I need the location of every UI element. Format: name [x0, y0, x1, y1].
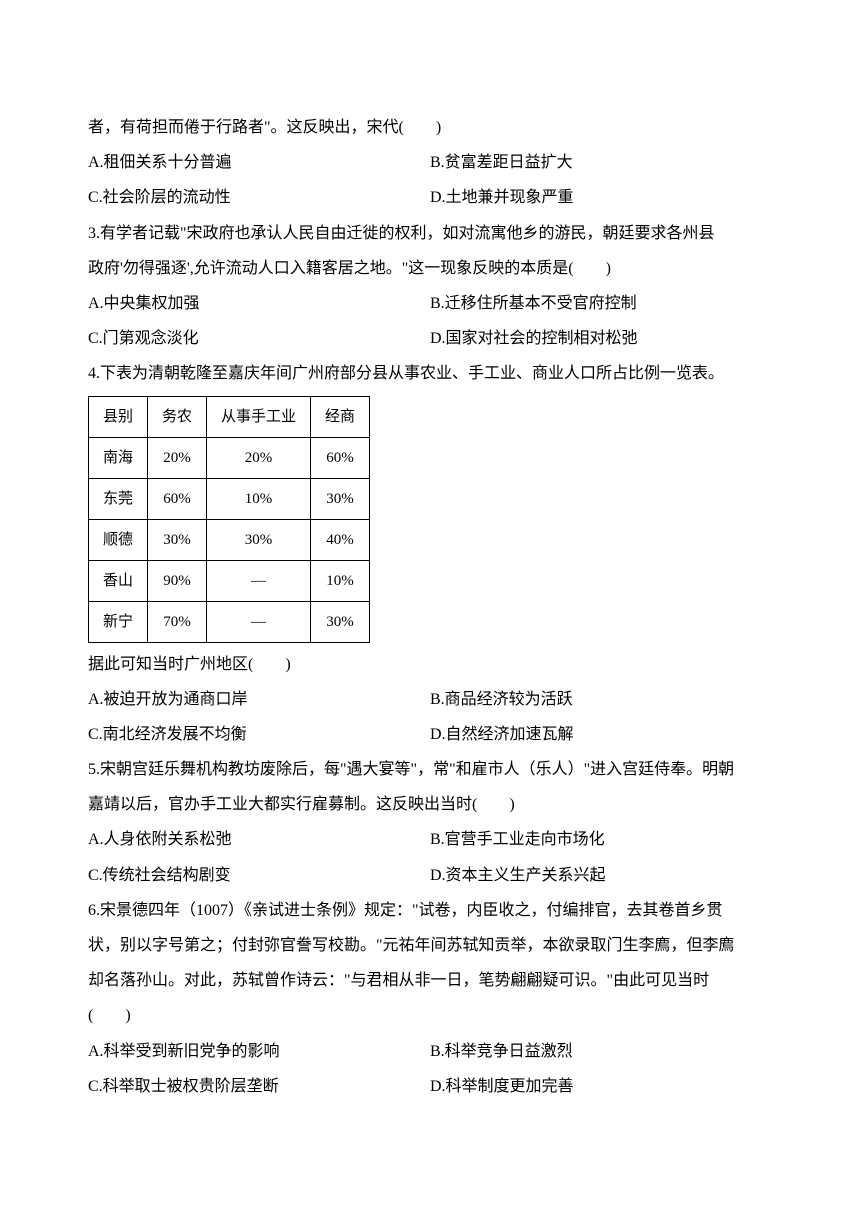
q5-option-d: D.资本主义生产关系兴起 [430, 858, 772, 893]
q5-options-cd: C.传统社会结构剧变 D.资本主义生产关系兴起 [88, 858, 772, 893]
table-cell: 顺德 [89, 519, 148, 560]
q4-after: 据此可知当时广州地区( ) [88, 647, 772, 682]
q3-option-c: C.门第观念淡化 [88, 321, 430, 356]
q3-options-cd: C.门第观念淡化 D.国家对社会的控制相对松弛 [88, 321, 772, 356]
table-cell: 10% [207, 478, 311, 519]
table-header: 从事手工业 [207, 396, 311, 437]
table-header-row: 县别 务农 从事手工业 经商 [89, 396, 370, 437]
q4-option-b: B.商品经济较为活跃 [430, 682, 772, 717]
q3-option-b: B.迁移住所基本不受官府控制 [430, 286, 772, 321]
q5-line2: 嘉靖以后，官办手工业大都实行雇募制。这反映出当时( ) [88, 787, 772, 822]
q4-intro: 4.下表为清朝乾隆至嘉庆年间广州府部分县从事农业、手工业、商业人口所占比例一览表… [88, 356, 772, 391]
table-cell: 90% [148, 560, 207, 601]
table-cell: 30% [148, 519, 207, 560]
q6-options-cd: C.科举取士被权贵阶层垄断 D.科举制度更加完善 [88, 1069, 772, 1104]
table-cell: 新宁 [89, 601, 148, 642]
q6-line1: 6.宋景德四年（1007）《亲试进士条例》规定："试卷，内臣收之，付编排官，去其… [88, 893, 772, 928]
table-cell: 10% [311, 560, 370, 601]
table-row: 香山 90% — 10% [89, 560, 370, 601]
q5-line1: 5.宋朝宫廷乐舞机构教坊废除后，每"遇大宴等"，常"和雇市人（乐人）"进入宫廷侍… [88, 752, 772, 787]
q5-option-b: B.官营手工业走向市场化 [430, 822, 772, 857]
q6-option-c: C.科举取士被权贵阶层垄断 [88, 1069, 430, 1104]
q2-tail: 者，有荷担而倦于行路者"。这反映出，宋代( ) [88, 110, 772, 145]
table-cell: 南海 [89, 437, 148, 478]
table-header: 县别 [89, 396, 148, 437]
q6-options-ab: A.科举受到新旧党争的影响 B.科举竞争日益激烈 [88, 1034, 772, 1069]
table-cell: 40% [311, 519, 370, 560]
q3-line1: 3.有学者记载"宋政府也承认人民自由迁徙的权利，如对流寓他乡的游民，朝廷要求各州… [88, 216, 772, 251]
table-cell: 30% [207, 519, 311, 560]
table-cell: 70% [148, 601, 207, 642]
table-cell: 20% [148, 437, 207, 478]
document-body: 者，有荷担而倦于行路者"。这反映出，宋代( ) A.租佃关系十分普遍 B.贫富差… [88, 110, 772, 1104]
table-row: 顺德 30% 30% 40% [89, 519, 370, 560]
q4-option-a: A.被迫开放为通商口岸 [88, 682, 430, 717]
table-cell: 香山 [89, 560, 148, 601]
q3-line2: 政府'勿得强逐',允许流动人口入籍客居之地。"这一现象反映的本质是( ) [88, 251, 772, 286]
q5-options-ab: A.人身依附关系松弛 B.官营手工业走向市场化 [88, 822, 772, 857]
table-cell: — [207, 601, 311, 642]
q2-option-a: A.租佃关系十分普遍 [88, 145, 430, 180]
q2-option-c: C.社会阶层的流动性 [88, 180, 430, 215]
q4-option-d: D.自然经济加速瓦解 [430, 717, 772, 752]
q2-options-cd: C.社会阶层的流动性 D.土地兼并现象严重 [88, 180, 772, 215]
q5-option-c: C.传统社会结构剧变 [88, 858, 430, 893]
table-cell: 30% [311, 478, 370, 519]
table-row: 新宁 70% — 30% [89, 601, 370, 642]
q5-option-a: A.人身依附关系松弛 [88, 822, 430, 857]
q4-table: 县别 务农 从事手工业 经商 南海 20% 20% 60% 东莞 60% 10%… [88, 396, 370, 643]
q4-options-cd: C.南北经济发展不均衡 D.自然经济加速瓦解 [88, 717, 772, 752]
q6-option-b: B.科举竞争日益激烈 [430, 1034, 772, 1069]
q6-option-a: A.科举受到新旧党争的影响 [88, 1034, 430, 1069]
q3-options-ab: A.中央集权加强 B.迁移住所基本不受官府控制 [88, 286, 772, 321]
q6-line4: ( ) [88, 998, 772, 1033]
q4-option-c: C.南北经济发展不均衡 [88, 717, 430, 752]
q2-options-ab: A.租佃关系十分普遍 B.贫富差距日益扩大 [88, 145, 772, 180]
table-cell: 20% [207, 437, 311, 478]
q3-option-d: D.国家对社会的控制相对松弛 [430, 321, 772, 356]
table-cell: 60% [311, 437, 370, 478]
table-header: 务农 [148, 396, 207, 437]
table-row: 南海 20% 20% 60% [89, 437, 370, 478]
table-cell: — [207, 560, 311, 601]
q6-line3: 却名落孙山。对此，苏轼曾作诗云："与君相从非一日，笔势翩翩疑可识。"由此可见当时 [88, 963, 772, 998]
q2-option-b: B.贫富差距日益扩大 [430, 145, 772, 180]
table-row: 东莞 60% 10% 30% [89, 478, 370, 519]
q3-option-a: A.中央集权加强 [88, 286, 430, 321]
q4-options-ab: A.被迫开放为通商口岸 B.商品经济较为活跃 [88, 682, 772, 717]
table-header: 经商 [311, 396, 370, 437]
table-cell: 60% [148, 478, 207, 519]
q6-option-d: D.科举制度更加完善 [430, 1069, 772, 1104]
table-cell: 30% [311, 601, 370, 642]
table-cell: 东莞 [89, 478, 148, 519]
q2-option-d: D.土地兼并现象严重 [430, 180, 772, 215]
q6-line2: 状，别以字号第之；付封弥官誊写校勘。"元祐年间苏轼知贡举，本欲录取门生李廌，但李… [88, 928, 772, 963]
